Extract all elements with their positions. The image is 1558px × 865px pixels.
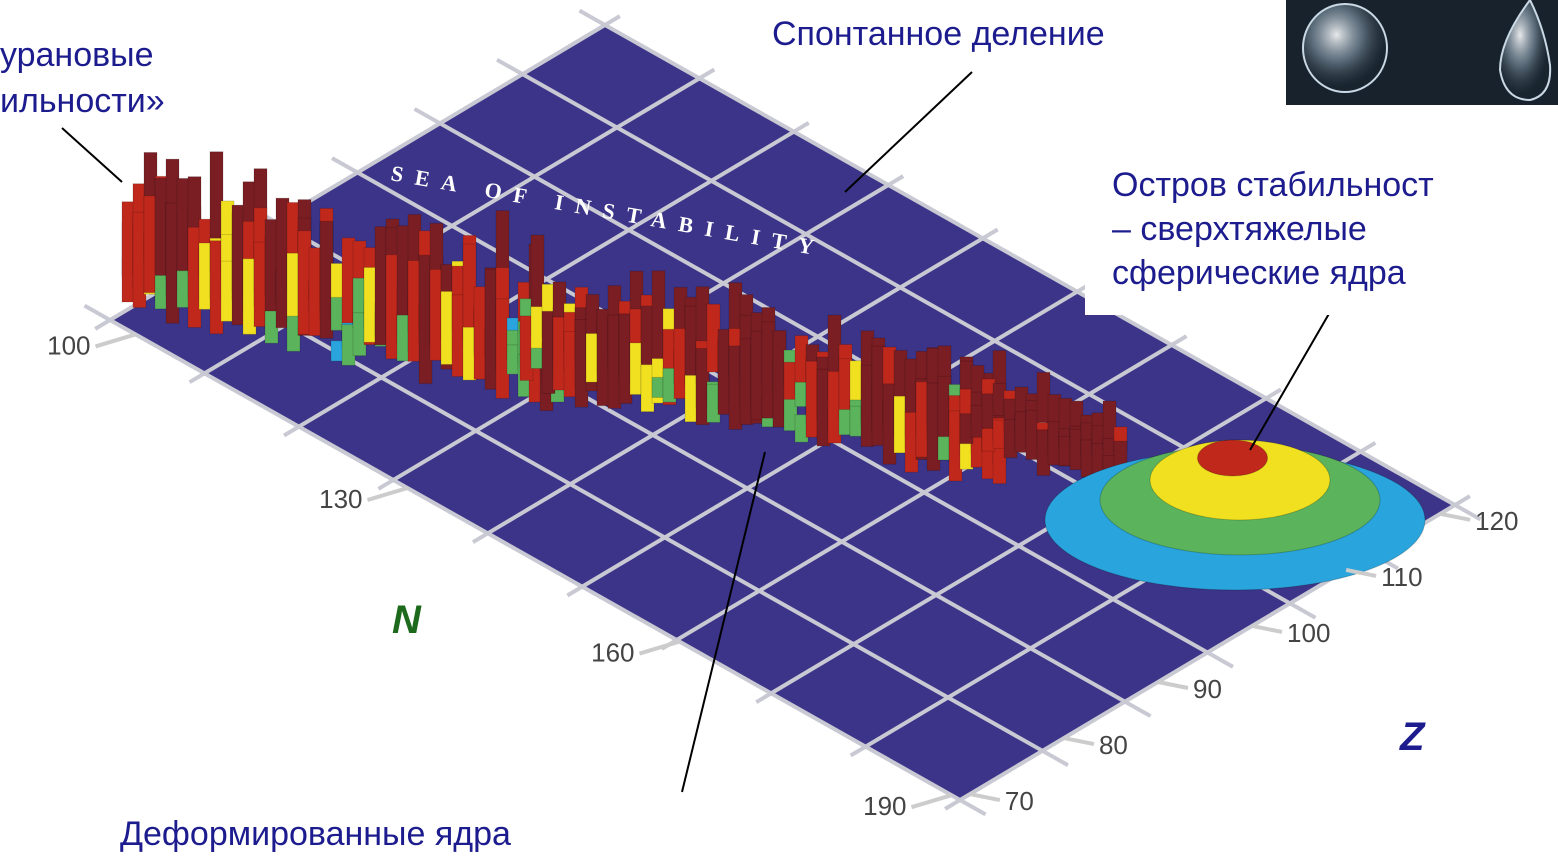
label: – сверхтяжелые bbox=[1112, 210, 1367, 248]
axis-name: N bbox=[392, 598, 422, 642]
n-tick-label: 100 bbox=[47, 330, 90, 360]
n-tick-label: 160 bbox=[591, 638, 634, 668]
slide: SEA OF INSTABILITY урановые ильности» Сп… bbox=[0, 0, 1558, 865]
tick-mark bbox=[96, 334, 136, 346]
label: ильности» bbox=[0, 82, 165, 120]
z-tick-label: 70 bbox=[1005, 786, 1034, 816]
leader-line bbox=[845, 72, 972, 192]
n-tick-label: 130 bbox=[319, 484, 362, 514]
tick-mark bbox=[640, 642, 680, 654]
drop bbox=[1303, 4, 1387, 92]
leader-line bbox=[62, 128, 122, 182]
tick-mark bbox=[1440, 514, 1470, 520]
label: урановые bbox=[0, 36, 154, 74]
z-tick-label: 110 bbox=[1381, 562, 1422, 592]
tick-mark bbox=[970, 794, 1000, 800]
tick-mark bbox=[1158, 682, 1188, 688]
label: сферические ядра bbox=[1112, 254, 1406, 292]
z-tick-label: 100 bbox=[1287, 618, 1330, 648]
axis-name: Z bbox=[1399, 715, 1426, 759]
tick-mark bbox=[1064, 738, 1094, 744]
tick-mark bbox=[1252, 626, 1282, 632]
tick-mark bbox=[368, 488, 408, 500]
label: Деформированные ядра bbox=[120, 815, 511, 853]
n-tick-label: 190 bbox=[863, 791, 906, 821]
z-tick-label: 120 bbox=[1475, 506, 1518, 536]
z-tick-label: 80 bbox=[1099, 730, 1128, 760]
z-tick-label: 90 bbox=[1193, 674, 1222, 704]
island-layer bbox=[1198, 440, 1268, 476]
label: Остров стабильност bbox=[1112, 166, 1434, 204]
photo bbox=[1286, 0, 1558, 105]
tick-mark bbox=[912, 795, 952, 807]
label: Спонтанное деление bbox=[772, 15, 1105, 53]
